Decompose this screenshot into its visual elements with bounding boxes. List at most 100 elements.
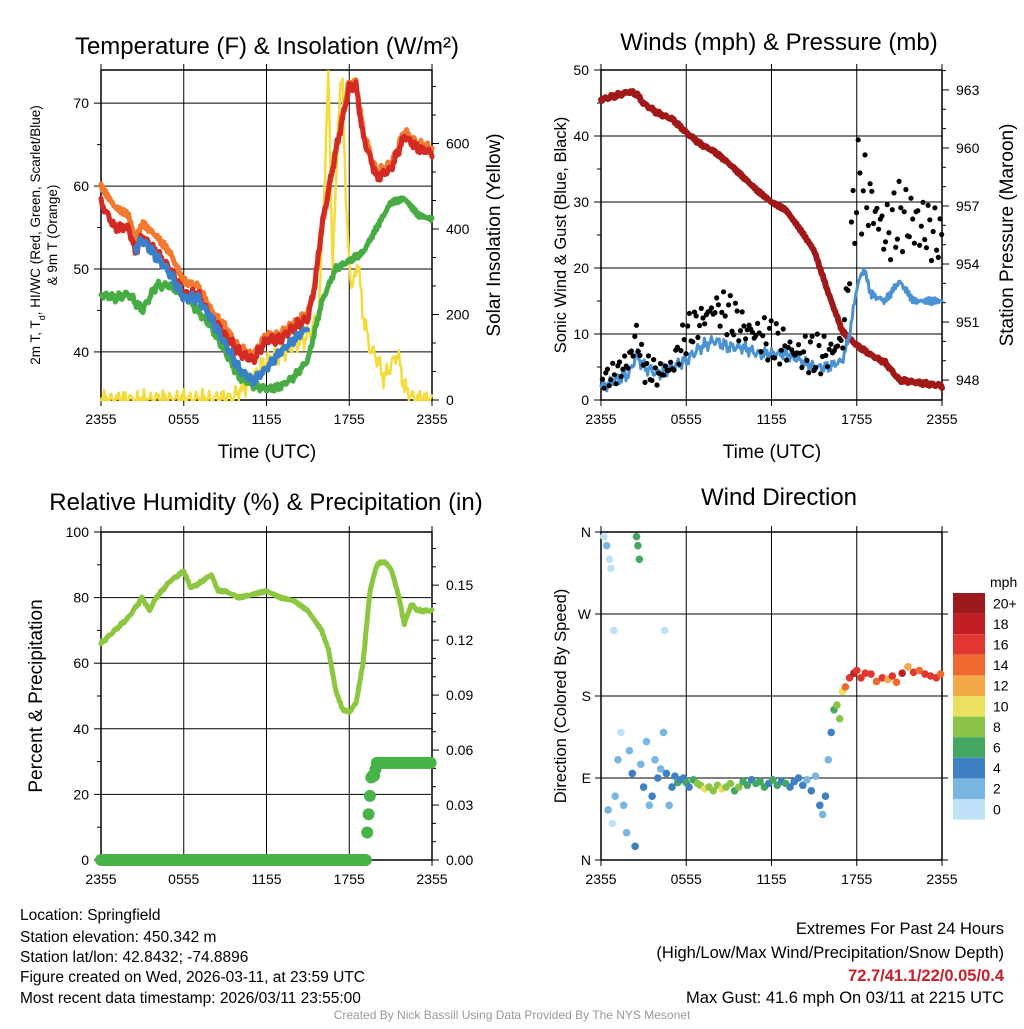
y-tick-label: 40	[573, 128, 589, 144]
colorbar-swatch	[953, 593, 985, 614]
colorbar-label: 8	[993, 719, 1001, 735]
y-tick-label: 20	[573, 260, 589, 276]
wind-direction-point	[611, 792, 619, 800]
gust-point	[604, 366, 611, 372]
gust-point	[693, 313, 699, 319]
humidity-y-label: Percent & Precipitation	[26, 599, 47, 792]
wind-direction-point	[743, 781, 752, 790]
temperature-y-label-line2: & 9m T (Orange)	[45, 185, 60, 286]
gust-point	[739, 309, 745, 315]
gust-point	[616, 359, 623, 365]
y-tick-label: 100	[66, 524, 90, 540]
gust-point	[618, 373, 624, 380]
x-tick-label: 2355	[416, 871, 447, 887]
gust-point	[934, 247, 940, 253]
gust-point	[801, 349, 807, 355]
precipitation-point	[363, 789, 376, 802]
wind-direction-point	[807, 787, 816, 795]
gust-point	[826, 346, 832, 352]
y-tick-label: 70	[73, 95, 89, 111]
wind-direction-panel-title: Wind Direction	[701, 484, 857, 511]
gust-point	[889, 207, 895, 213]
x-tick-label: 1755	[841, 871, 872, 887]
credit-line: Created By Nick Bassill Using Data Provi…	[334, 1008, 691, 1022]
gust-point	[685, 323, 691, 329]
wind-direction-point	[821, 792, 830, 800]
wind-direction-point	[610, 626, 618, 635]
gust-point	[712, 310, 718, 316]
colorbar-label: 18	[993, 616, 1009, 632]
wind-direction-point	[614, 756, 622, 764]
temperature-x-label: Time (UTC)	[218, 442, 317, 463]
gust-point	[606, 383, 612, 389]
gust-point	[668, 359, 674, 365]
x-tick-label: 1155	[251, 411, 281, 427]
wind-direction-point	[878, 674, 887, 682]
x-tick-label: 1755	[334, 411, 365, 427]
gust-point	[768, 318, 774, 324]
wind-direction-point	[824, 756, 833, 764]
wind-direction-point	[827, 728, 835, 737]
gust-point	[724, 332, 730, 338]
gust-point	[802, 333, 808, 339]
wind-direction-point	[915, 666, 924, 675]
y2-tick-label: 960	[956, 140, 980, 156]
gust-point	[639, 341, 645, 347]
wind-direction-point	[600, 532, 608, 541]
wind-direction-point	[872, 677, 881, 686]
gust-point	[741, 323, 747, 329]
gust-point	[652, 365, 658, 371]
y-tick-label: E	[582, 770, 591, 786]
gust-point	[930, 228, 936, 235]
gust-point	[893, 244, 899, 250]
colorbar-label: 14	[993, 657, 1009, 673]
wind-direction-point	[685, 783, 693, 791]
gust-point	[645, 353, 652, 359]
max-gust: Max Gust: 41.6 mph On 03/11 at 2215 UTC	[686, 989, 1004, 1007]
y2-tick-label: 0.00	[446, 852, 473, 868]
gust-point	[749, 329, 756, 335]
gust-point	[760, 333, 766, 339]
gust-point	[903, 186, 909, 193]
gust-point	[651, 357, 657, 363]
wind-direction-point	[841, 683, 850, 691]
wind-direction-point	[735, 783, 743, 791]
gust-point	[853, 210, 860, 216]
gust-point	[888, 257, 894, 263]
gust-point	[761, 315, 768, 321]
wind-direction-point	[648, 792, 656, 800]
gust-point	[855, 137, 861, 143]
gust-point	[840, 345, 846, 351]
gust-point	[734, 308, 740, 314]
gust-point	[671, 367, 677, 373]
wind-direction-point	[818, 810, 827, 819]
extremes-values: 72.7/41.1/22/0.05/0.4	[848, 967, 1005, 985]
wind-direction-point	[861, 669, 870, 677]
gust-point	[700, 315, 706, 321]
wind-direction-point	[654, 774, 662, 782]
solar-y-label: Solar Insolation (Yellow)	[484, 133, 505, 336]
colorbar-label: 6	[993, 740, 1001, 756]
plot-frame	[600, 531, 943, 861]
wind-direction-point	[665, 801, 673, 810]
x-tick-label: 2355	[585, 411, 616, 427]
gust-point	[917, 242, 923, 248]
wind-direction-point	[668, 783, 676, 791]
wind-direction-point	[833, 701, 841, 709]
gust-point	[860, 188, 866, 194]
colorbar-label: 2	[993, 781, 1001, 797]
gust-point	[841, 317, 848, 323]
gust-point	[928, 257, 935, 264]
station-latlon: Station lat/lon: 42.8432; -74.8896	[20, 949, 248, 966]
temperature-y-label: 2m T, Td, HI/WC (Red, Green, Scarlet/Blu…	[28, 105, 47, 365]
gust-point	[732, 300, 739, 306]
gust-point	[758, 349, 764, 355]
y2-tick-label: 600	[446, 136, 470, 152]
wind-direction-point	[642, 737, 651, 746]
gust-point	[649, 377, 655, 383]
panel-1: 2355 0555 1155 1755 2355 0 10 20 30 40 50 948 951 954…	[573, 62, 979, 427]
y2-tick-label: 0.03	[446, 797, 473, 813]
colorbar-label: 20+	[993, 595, 1017, 611]
recent-data-timestamp: Most recent data timestamp: 2026/03/11 2…	[20, 990, 361, 1007]
extremes-heading: Extremes For Past 24 Hours	[796, 920, 1004, 938]
